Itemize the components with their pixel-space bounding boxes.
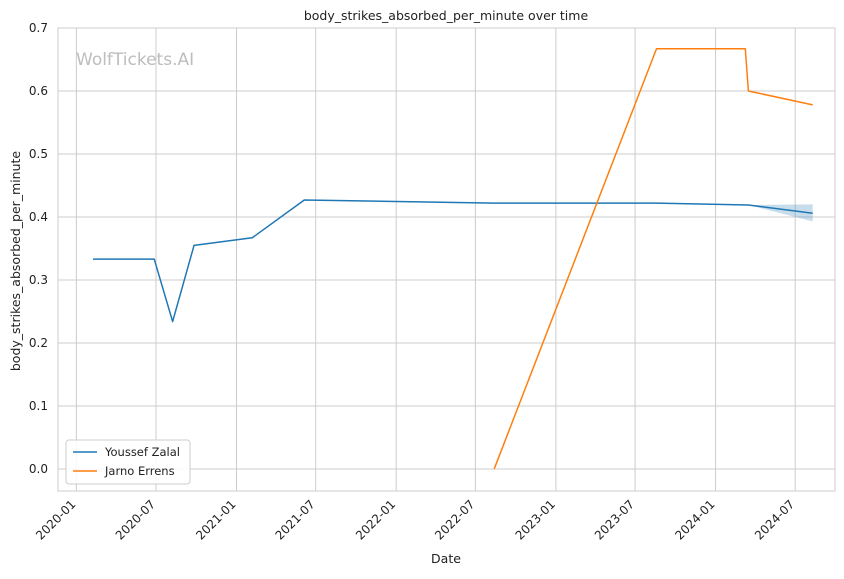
series-line-youssef-zalal xyxy=(93,199,813,323)
y-tick-label: 0.5 xyxy=(29,147,48,161)
y-tick-label: 0.3 xyxy=(29,273,48,287)
x-axis-label: Date xyxy=(431,551,461,566)
legend-box xyxy=(65,439,191,485)
confidence-bands xyxy=(748,204,813,222)
y-tick-label: 0.1 xyxy=(29,399,48,413)
watermark-text: WolfTickets.AI xyxy=(76,50,194,70)
y-tick-label: 0.7 xyxy=(29,21,48,35)
plot-area-frame xyxy=(57,27,836,492)
y-tick-label: 0.0 xyxy=(29,462,48,476)
y-tick-label: 0.6 xyxy=(29,84,48,98)
series-lines xyxy=(93,48,813,470)
grid xyxy=(58,27,835,491)
legend-label-jarno-errens: Jarno Errens xyxy=(104,464,175,478)
chart-title: body_strikes_absorbed_per_minute over ti… xyxy=(304,8,589,23)
legend-label-youssef-zalal: Youssef Zalal xyxy=(104,445,180,459)
y-tick-label: 0.2 xyxy=(29,336,48,350)
legend: Youssef Zalal Jarno Errens xyxy=(65,439,191,485)
series-confidence-band xyxy=(748,204,813,222)
y-axis-label: body_strikes_absorbed_per_minute xyxy=(8,151,23,372)
y-tick-label: 0.4 xyxy=(29,210,48,224)
series-line-jarno-errens xyxy=(493,48,813,470)
